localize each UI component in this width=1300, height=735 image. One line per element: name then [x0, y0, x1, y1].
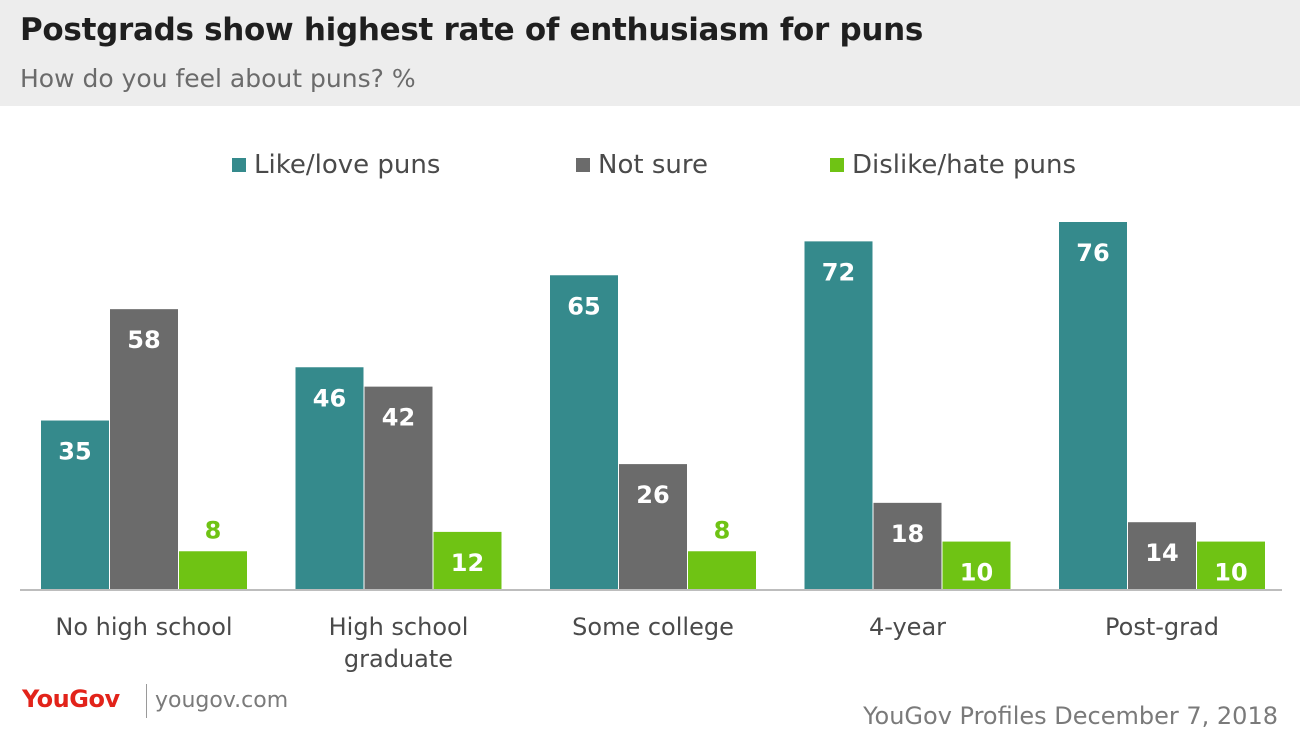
category-label-line: High school — [329, 613, 469, 641]
value-label-dislike-hate-puns-3: 8 — [714, 516, 731, 544]
value-label-not-sure-3: 26 — [636, 481, 669, 509]
bar-like-love-puns-5 — [1059, 222, 1127, 590]
value-label-not-sure-5: 14 — [1145, 539, 1178, 567]
value-label-dislike-hate-puns-4: 10 — [960, 559, 993, 587]
legend-label-like: Like/love puns — [254, 150, 441, 180]
bar-dislike-hate-puns-1 — [179, 551, 247, 590]
footer-source: YouGov Profiles December 7, 2018 — [863, 702, 1278, 730]
bar-dislike-hate-puns-3 — [688, 551, 756, 590]
bar-not-sure-2 — [364, 386, 433, 590]
value-label-not-sure-4: 18 — [891, 520, 924, 548]
legend-item-like: Like/love puns — [232, 150, 440, 180]
value-label-like-love-puns-4: 72 — [822, 258, 855, 286]
category-label-2: High school graduate — [329, 613, 469, 673]
legend-swatch-like — [232, 158, 246, 172]
category-label-line: No high school — [55, 613, 232, 641]
value-label-like-love-puns-5: 76 — [1076, 239, 1109, 267]
bar-dislike-hate-puns-4 — [942, 541, 1011, 590]
legend-label-dislike: Dislike/hate puns — [852, 150, 1076, 180]
category-label-4: 4-year — [869, 613, 946, 641]
category-label-5: Post-grad — [1105, 613, 1219, 641]
value-label-dislike-hate-puns-5: 10 — [1214, 559, 1247, 587]
value-label-not-sure-2: 42 — [382, 404, 415, 432]
bar-not-sure-5 — [1128, 522, 1196, 590]
legend-swatch-not-sure — [576, 158, 590, 172]
category-label-line: Post-grad — [1105, 613, 1219, 641]
chart-subtitle: How do you feel about puns? % — [20, 64, 416, 93]
legend-swatch-dislike — [830, 158, 844, 172]
bar-not-sure-1 — [110, 309, 178, 590]
bar-dislike-hate-puns-5 — [1197, 541, 1265, 590]
value-label-like-love-puns-3: 65 — [567, 292, 600, 320]
yougov-logo: YouGov — [22, 685, 120, 713]
category-label-line: 4-year — [869, 613, 946, 641]
category-label-1: No high school — [55, 613, 232, 641]
value-label-dislike-hate-puns-1: 8 — [205, 516, 222, 544]
value-label-dislike-hate-puns-2: 12 — [451, 549, 484, 577]
footer-site-link[interactable]: yougov.com — [155, 688, 289, 713]
bar-like-love-puns-2 — [295, 367, 364, 590]
bar-like-love-puns-3 — [550, 275, 618, 590]
bar-not-sure-3 — [619, 464, 687, 590]
category-label-line: graduate — [344, 645, 453, 673]
value-label-like-love-puns-2: 46 — [313, 384, 346, 412]
bar-dislike-hate-puns-2 — [433, 531, 502, 590]
bar-like-love-puns-4 — [804, 241, 873, 591]
header-band: Postgrads show highest rate of enthusias… — [0, 0, 1300, 106]
legend-item-not-sure: Not sure — [576, 150, 708, 180]
value-label-like-love-puns-1: 35 — [58, 438, 91, 466]
category-label-3: Some college — [572, 613, 734, 641]
chart-title: Postgrads show highest rate of enthusias… — [20, 12, 924, 48]
category-label-line: Some college — [572, 613, 734, 641]
legend-item-dislike: Dislike/hate puns — [830, 150, 1076, 180]
bar-like-love-puns-1 — [41, 420, 109, 590]
footer-divider — [146, 684, 147, 718]
chart-legend: Like/love puns Not sure Dislike/hate pun… — [0, 150, 1300, 186]
value-label-not-sure-1: 58 — [127, 326, 160, 354]
legend-label-not-sure: Not sure — [598, 150, 708, 180]
bar-not-sure-4 — [873, 502, 942, 590]
